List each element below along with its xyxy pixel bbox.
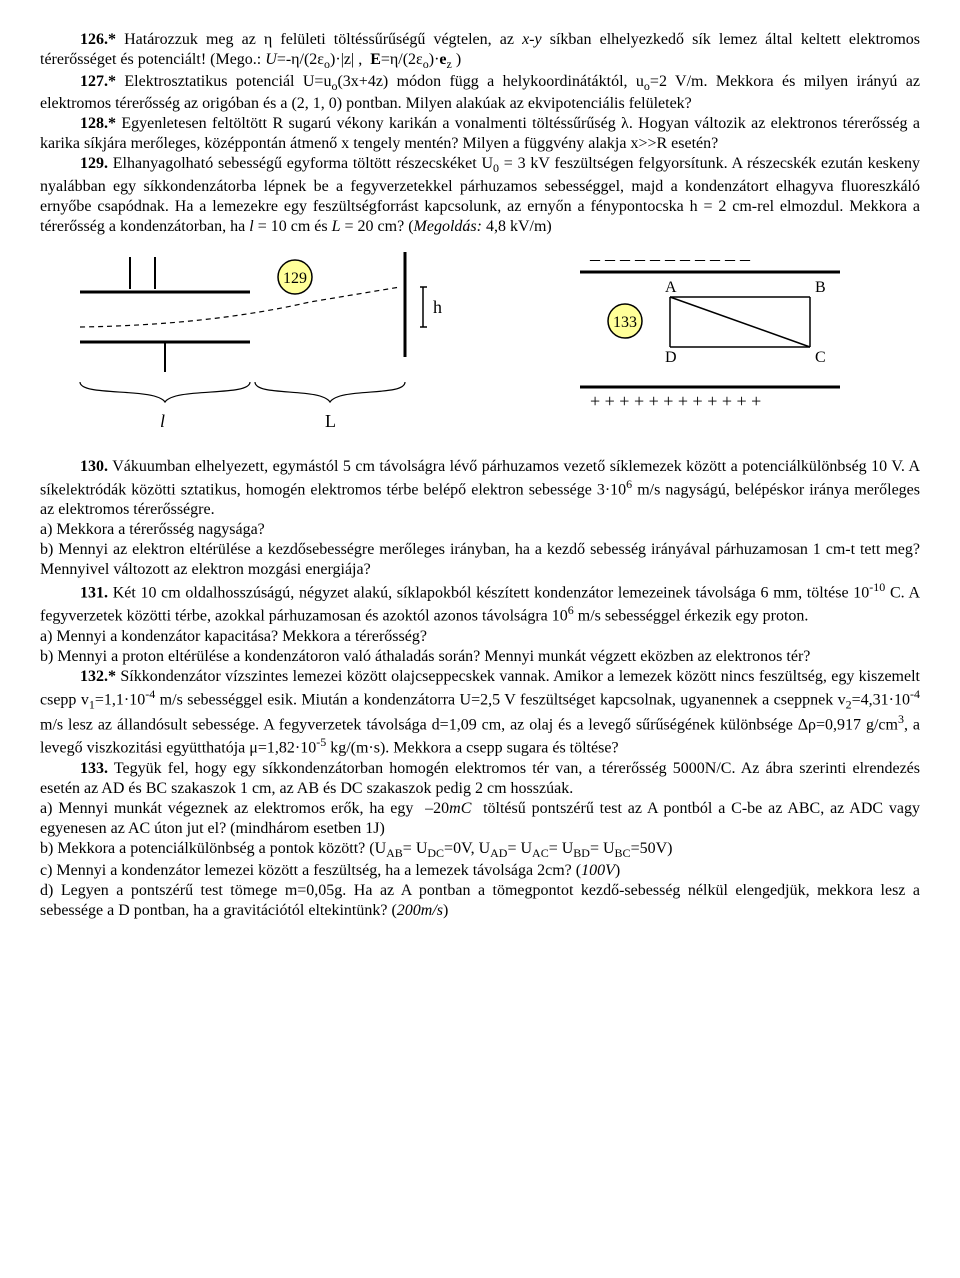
problem-number: 130. — [80, 458, 108, 475]
figure-129: h 129 l L — [40, 247, 480, 447]
problem-133b: b) Mekkora a potenciálkülönbség a pontok… — [40, 839, 920, 861]
problem-131: 131. Két 10 cm oldalhosszúságú, négyzet … — [40, 580, 920, 627]
problem-126: 126.* Határozzuk meg az η felületi tölté… — [40, 30, 920, 72]
problem-number: 131. — [80, 584, 108, 601]
problem-131b: b) Mennyi a proton eltérülése a kondenzá… — [40, 647, 920, 667]
problem-131a: a) Mennyi a kondenzátor kapacitása? Mekk… — [40, 627, 920, 647]
svg-text:+ + + + + + + + + + + +: + + + + + + + + + + + + — [590, 391, 761, 411]
problem-128: 128.* Egyenletesen feltöltött R sugarú v… — [40, 114, 920, 154]
L-label: L — [325, 411, 336, 431]
label-C: C — [815, 349, 826, 366]
h-label: h — [433, 297, 442, 317]
label-B: B — [815, 279, 826, 296]
problem-number: 132.* — [80, 668, 116, 685]
problem-130: 130. Vákuumban elhelyezett, egymástól 5 … — [40, 457, 920, 520]
problem-133: 133. Tegyük fel, hogy egy síkkondenzátor… — [40, 759, 920, 799]
problem-130b: b) Mennyi az elektron eltérülése a kezdő… — [40, 540, 920, 580]
label-A: A — [665, 279, 677, 296]
problem-number: 128.* — [80, 115, 116, 132]
problem-127: 127.* Elektrosztatikus potenciál U=uo(3x… — [40, 72, 920, 114]
figure-row: h 129 l L – – – – – – – – – – – A B — [40, 247, 920, 447]
problem-number: 133. — [80, 760, 108, 777]
circle-133-label: 133 — [613, 314, 637, 331]
problem-number: 126.* — [80, 31, 116, 48]
problem-130a: a) Mekkora a térerősség nagysága? — [40, 520, 920, 540]
problem-133a: a) Mennyi munkát végeznek az elektromos … — [40, 799, 920, 839]
label-D: D — [665, 349, 677, 366]
problem-number: 129. — [80, 155, 108, 172]
circle-129-label: 129 — [283, 270, 307, 287]
problem-129: 129. Elhanyagolható sebességű egyforma t… — [40, 154, 920, 236]
l-label: l — [160, 411, 165, 431]
problem-133d: d) Legyen a pontszérű test tömege m=0,05… — [40, 881, 920, 921]
figure-133: – – – – – – – – – – – A B C D 133 + + + … — [480, 247, 920, 427]
problem-133c: c) Mennyi a kondenzátor lemezei között a… — [40, 861, 920, 881]
problem-number: 127.* — [80, 73, 116, 90]
problem-132: 132.* Síkkondenzátor vízszintes lemezei … — [40, 667, 920, 759]
svg-text:– – – – – – – – – – –: – – – – – – – – – – – — [589, 248, 751, 270]
